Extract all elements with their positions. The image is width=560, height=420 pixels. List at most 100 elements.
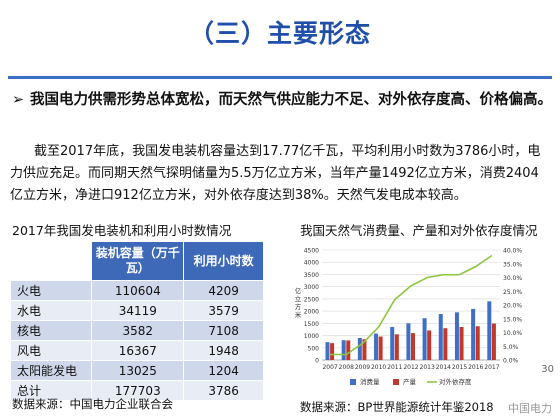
table-title: 2017年我国发电装机和利用小时数情况 [12,223,232,238]
y-tick-label-left: 4000 [304,260,319,267]
y-tick-label-left: 2000 [304,309,319,316]
body-paragraph: 截至2017年底，我国发电装机容量达到17.77亿千瓦，平均利用小时数为3786… [10,144,541,203]
table-cell: 1204 [183,360,264,381]
table-cell: 太阳能发电 [9,360,93,381]
table-row: 风电 16367 1948 [9,340,264,361]
y-tick-label-left: 500 [308,345,320,352]
table-cell: 核电 [9,320,93,341]
bar-consumption [406,323,411,360]
bar-production [427,330,432,360]
bar-production [394,334,399,360]
bullet-text: 我国电力供需形势总体宽松，而天然气供应能力不足、对外依存度高、价格偏高。 [30,92,552,108]
bar-consumption [422,318,427,360]
bar-production [378,336,383,360]
bar-production [459,327,464,360]
table-cell: 16367 [91,340,185,361]
table-row: 火电 110604 4209 [9,280,264,301]
y-tick-label-right: 0.0% [503,358,519,365]
bar-production [362,339,367,360]
bar-production [443,328,448,360]
table-cell: 总计 [9,380,93,401]
y-axis-label: 立 [295,294,302,303]
bar-consumption [438,314,443,360]
y-tick-label-left: 2500 [304,296,319,303]
y-tick-label-right: 15.0% [503,316,522,323]
bar-consumption [454,312,459,360]
x-tick-label: 2016 [468,364,483,371]
table-cell: 火电 [9,280,93,301]
bar-production [346,340,351,360]
table-cell: 3579 [183,300,264,321]
bar-consumption [487,301,492,360]
chart-source: 数据来源：BP世界能源统计年鉴2018 [300,400,494,414]
legend-swatch [393,379,399,385]
y-tick-label-left: 3000 [304,284,319,291]
bullet-point: ➢ 我国电力供需形势总体宽松，而天然气供应能力不足、对外依存度高、价格偏高。 [12,88,552,112]
x-tick-label: 2010 [371,364,386,371]
table-cell: 110604 [91,280,185,301]
x-tick-label: 2007 [322,364,337,371]
y-tick-label-right: 5.0% [503,344,519,351]
chart-title: 我国天然气消费量、产量和对外依存度情况 [300,223,538,238]
table-header-empty [9,241,93,281]
legend-swatch [350,379,356,385]
table-cell: 风电 [9,340,93,361]
bar-consumption [390,327,395,360]
legend-label: 消费量 [360,377,380,386]
y-tick-label-right: 35.0% [503,261,522,268]
bar-production [330,343,335,360]
slide-title: （三）主要形态 [188,19,371,48]
y-tick-label-left: 0 [315,358,319,365]
title-divider [8,76,552,79]
line-dependency [330,254,493,356]
table-cell: 水电 [9,300,93,321]
y-tick-label-right: 40.0% [503,248,522,255]
y-tick-label-right: 20.0% [503,303,522,310]
y-axis-label: 米 [295,310,302,319]
table-header-row: 装机容量（万千瓦） 利用小时数 [9,241,264,281]
capacity-table: 装机容量（万千瓦） 利用小时数 火电 110604 4209 水电 34119 … [9,241,264,401]
table-cell: 34119 [91,300,185,321]
y-tick-label-left: 1500 [304,321,319,328]
watermark: 中国电力 [508,402,552,415]
x-tick-label: 2011 [387,364,402,371]
y-tick-label-right: 10.0% [503,330,522,337]
table-row: 太阳能发电 13025 1204 [9,360,264,381]
x-tick-label: 2012 [403,364,418,371]
x-tick-label: 2015 [452,364,467,371]
table-source: 数据来源：中国电力企业联合会 [12,397,173,411]
table-cell: 7108 [183,320,264,341]
y-tick-label-left: 1000 [304,333,319,340]
legend-label: 产量 [403,377,417,386]
y-tick-label-right: 25.0% [503,289,522,296]
table-row: 水电 34119 3579 [9,300,264,321]
bar-consumption [471,308,476,360]
table-cell: 4209 [183,280,264,301]
page-number: 30 [541,364,554,375]
bar-consumption [374,333,379,360]
table-cell: 13025 [91,360,185,381]
bar-consumption [325,342,330,360]
y-axis-label: 方 [295,302,302,311]
table-row: 核电 3582 7108 [9,320,264,341]
table-cell: 177703 [91,380,185,401]
y-tick-label-right: 30.0% [503,275,522,282]
y-tick-label-left: 4500 [304,248,319,255]
legend-label: 对外依存度 [439,377,472,386]
y-tick-label-left: 3500 [304,272,319,279]
x-tick-label: 2017 [484,364,499,371]
x-tick-label: 2014 [436,364,451,371]
x-tick-label: 2008 [339,364,354,371]
x-tick-label: 2009 [355,364,370,371]
table-cell: 3582 [91,320,185,341]
x-tick-label: 2013 [420,364,435,371]
table-header-hours: 利用小时数 [183,241,264,281]
table-cell: 1948 [183,340,264,361]
table-cell: 3786 [183,380,264,401]
bar-production [411,333,415,360]
y-axis-label: 亿 [295,286,302,295]
bullet-arrow-icon: ➢ [12,92,25,108]
bar-production [491,323,496,360]
bar-production [475,326,480,360]
bar-consumption [357,338,362,360]
